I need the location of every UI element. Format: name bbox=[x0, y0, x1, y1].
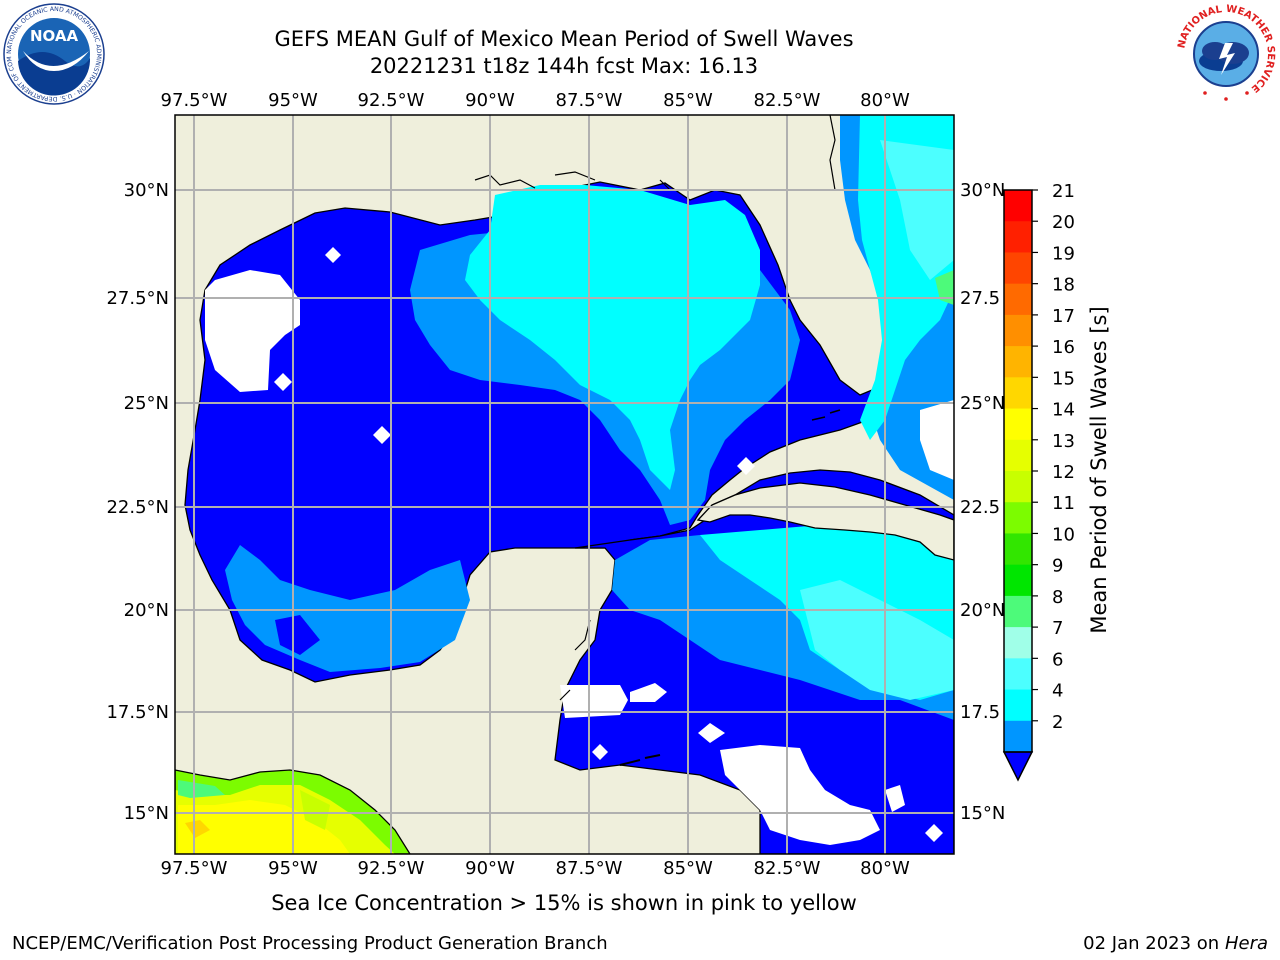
colorbar-tick-label: 11 bbox=[1052, 493, 1075, 514]
sea-ice-note: Sea Ice Concentration > 15% is shown in … bbox=[271, 891, 857, 915]
lat-labels-right: 30°N 27.5 25°N 22.5 20°N 17.5 15°N bbox=[960, 180, 1005, 824]
colorbar-swatch bbox=[1004, 595, 1032, 628]
colorbar-tick-label: 20 bbox=[1052, 212, 1075, 233]
lat-labels-left: 30°N 27.5°N 25°N 22.5°N 20°N 17.5°N 15°N bbox=[106, 180, 169, 824]
lon-label: 90°W bbox=[465, 90, 515, 111]
credit-text: NCEP/EMC/Verification Post Processing Pr… bbox=[12, 933, 608, 954]
noaa-logo-text: NOAA bbox=[30, 27, 79, 45]
lat-label: 30°N bbox=[960, 180, 1005, 201]
colorbar-swatch bbox=[1004, 564, 1032, 597]
lat-label: 15°N bbox=[960, 803, 1005, 824]
colorbar-swatch bbox=[1004, 346, 1032, 378]
colorbar-swatch bbox=[1004, 252, 1032, 285]
map-field bbox=[175, 115, 954, 854]
lon-labels-top: 97.5°W 95°W 92.5°W 90°W 87.5°W 85°W 82.5… bbox=[161, 90, 910, 111]
colorbar-swatch bbox=[1004, 283, 1032, 316]
lat-label: 22.5°N bbox=[106, 497, 169, 518]
colorbar-swatch bbox=[1004, 190, 1032, 222]
colorbar-tick-label: 9 bbox=[1052, 556, 1063, 577]
lon-label: 82.5°W bbox=[754, 858, 821, 879]
colorbar-tick-label: 4 bbox=[1052, 681, 1063, 702]
lon-label: 97.5°W bbox=[161, 90, 228, 111]
colorbar-tick-label: 16 bbox=[1052, 337, 1075, 358]
colorbar-tick-label: 8 bbox=[1052, 587, 1063, 608]
colorbar-tick-label: 18 bbox=[1052, 275, 1075, 296]
lat-label: 15°N bbox=[124, 803, 169, 824]
colorbar-tick-label: 7 bbox=[1052, 618, 1063, 639]
colorbar-tick-label: 15 bbox=[1052, 368, 1075, 389]
lat-label: 20°N bbox=[124, 600, 169, 621]
lat-label: 27.5 bbox=[960, 288, 1000, 309]
lon-label: 92.5°W bbox=[358, 858, 425, 879]
colorbar-extend-triangle bbox=[1002, 751, 1034, 782]
colorbar-swatch bbox=[1004, 377, 1032, 410]
colorbar-tick-label: 2 bbox=[1052, 712, 1063, 733]
map-frame bbox=[174, 114, 955, 855]
colorbar-tick-label: 17 bbox=[1052, 306, 1075, 327]
lon-label: 80°W bbox=[860, 858, 910, 879]
nws-logo: NATIONAL WEATHER SERVICE bbox=[1176, 4, 1276, 104]
colorbar-swatch bbox=[1004, 720, 1032, 753]
colorbar-swatch bbox=[1004, 471, 1032, 503]
colorbar-swatch bbox=[1004, 627, 1032, 659]
lon-label: 87.5°W bbox=[556, 90, 623, 111]
lon-label: 82.5°W bbox=[754, 90, 821, 111]
colorbar-swatch bbox=[1004, 533, 1032, 566]
lon-label: 92.5°W bbox=[358, 90, 425, 111]
lat-label: 25°N bbox=[960, 393, 1005, 414]
lon-label: 85°W bbox=[663, 858, 713, 879]
lat-label: 17.5°N bbox=[106, 702, 169, 723]
colorbar-label: Mean Period of Swell Waves [s] bbox=[1087, 306, 1111, 633]
lat-label: 22.5 bbox=[960, 497, 1000, 518]
date-text: 02 Jan 2023 on Hera bbox=[1083, 933, 1268, 954]
noaa-logo: NATIONAL OCEANIC AND ATMOSPHERIC ADMINIS… bbox=[3, 3, 105, 105]
colorbar-swatch bbox=[1004, 221, 1032, 253]
colorbar-swatch bbox=[1004, 689, 1032, 722]
lat-label: 20°N bbox=[960, 600, 1005, 621]
lon-label: 87.5°W bbox=[556, 858, 623, 879]
lon-label: 90°W bbox=[465, 858, 515, 879]
lon-label: 97.5°W bbox=[161, 858, 228, 879]
lon-label: 85°W bbox=[663, 90, 713, 111]
date-host: Hera bbox=[1224, 933, 1268, 954]
colorbar-tick-label: 6 bbox=[1052, 649, 1063, 670]
colorbar-swatch bbox=[1004, 439, 1032, 472]
lat-label: 25°N bbox=[124, 393, 169, 414]
colorbar-swatch bbox=[1004, 658, 1032, 691]
colorbar: 21 20 19 18 17 16 15 14 13 12 11 10 9 8 7 6 4 2 bbox=[1002, 181, 1075, 782]
colorbar-tick-label: 14 bbox=[1052, 400, 1075, 421]
chart-title: GEFS MEAN Gulf of Mexico Mean Period of … bbox=[274, 27, 854, 51]
colorbar-swatch bbox=[1004, 502, 1032, 534]
colorbar-tick-label: 12 bbox=[1052, 462, 1075, 483]
colorbar-tick-label: 19 bbox=[1052, 243, 1075, 264]
lat-label: 30°N bbox=[124, 180, 169, 201]
lon-label: 95°W bbox=[268, 858, 318, 879]
chart-subtitle: 20221231 t18z 144h fcst Max: 16.13 bbox=[369, 54, 759, 78]
colorbar-tick-label: 13 bbox=[1052, 431, 1075, 452]
lon-label: 95°W bbox=[268, 90, 318, 111]
date-prefix: 02 Jan 2023 on bbox=[1083, 933, 1225, 954]
lat-label: 27.5°N bbox=[106, 288, 169, 309]
colorbar-tick-label: 21 bbox=[1052, 181, 1075, 202]
lat-label: 17.5 bbox=[960, 702, 1000, 723]
map-gridlines bbox=[175, 115, 954, 854]
lon-labels-bottom: 97.5°W 95°W 92.5°W 90°W 87.5°W 85°W 82.5… bbox=[161, 858, 910, 879]
colorbar-swatch bbox=[1004, 408, 1032, 441]
colorbar-swatch bbox=[1004, 314, 1032, 347]
colorbar-tick-label: 10 bbox=[1052, 524, 1075, 545]
lon-label: 80°W bbox=[860, 90, 910, 111]
